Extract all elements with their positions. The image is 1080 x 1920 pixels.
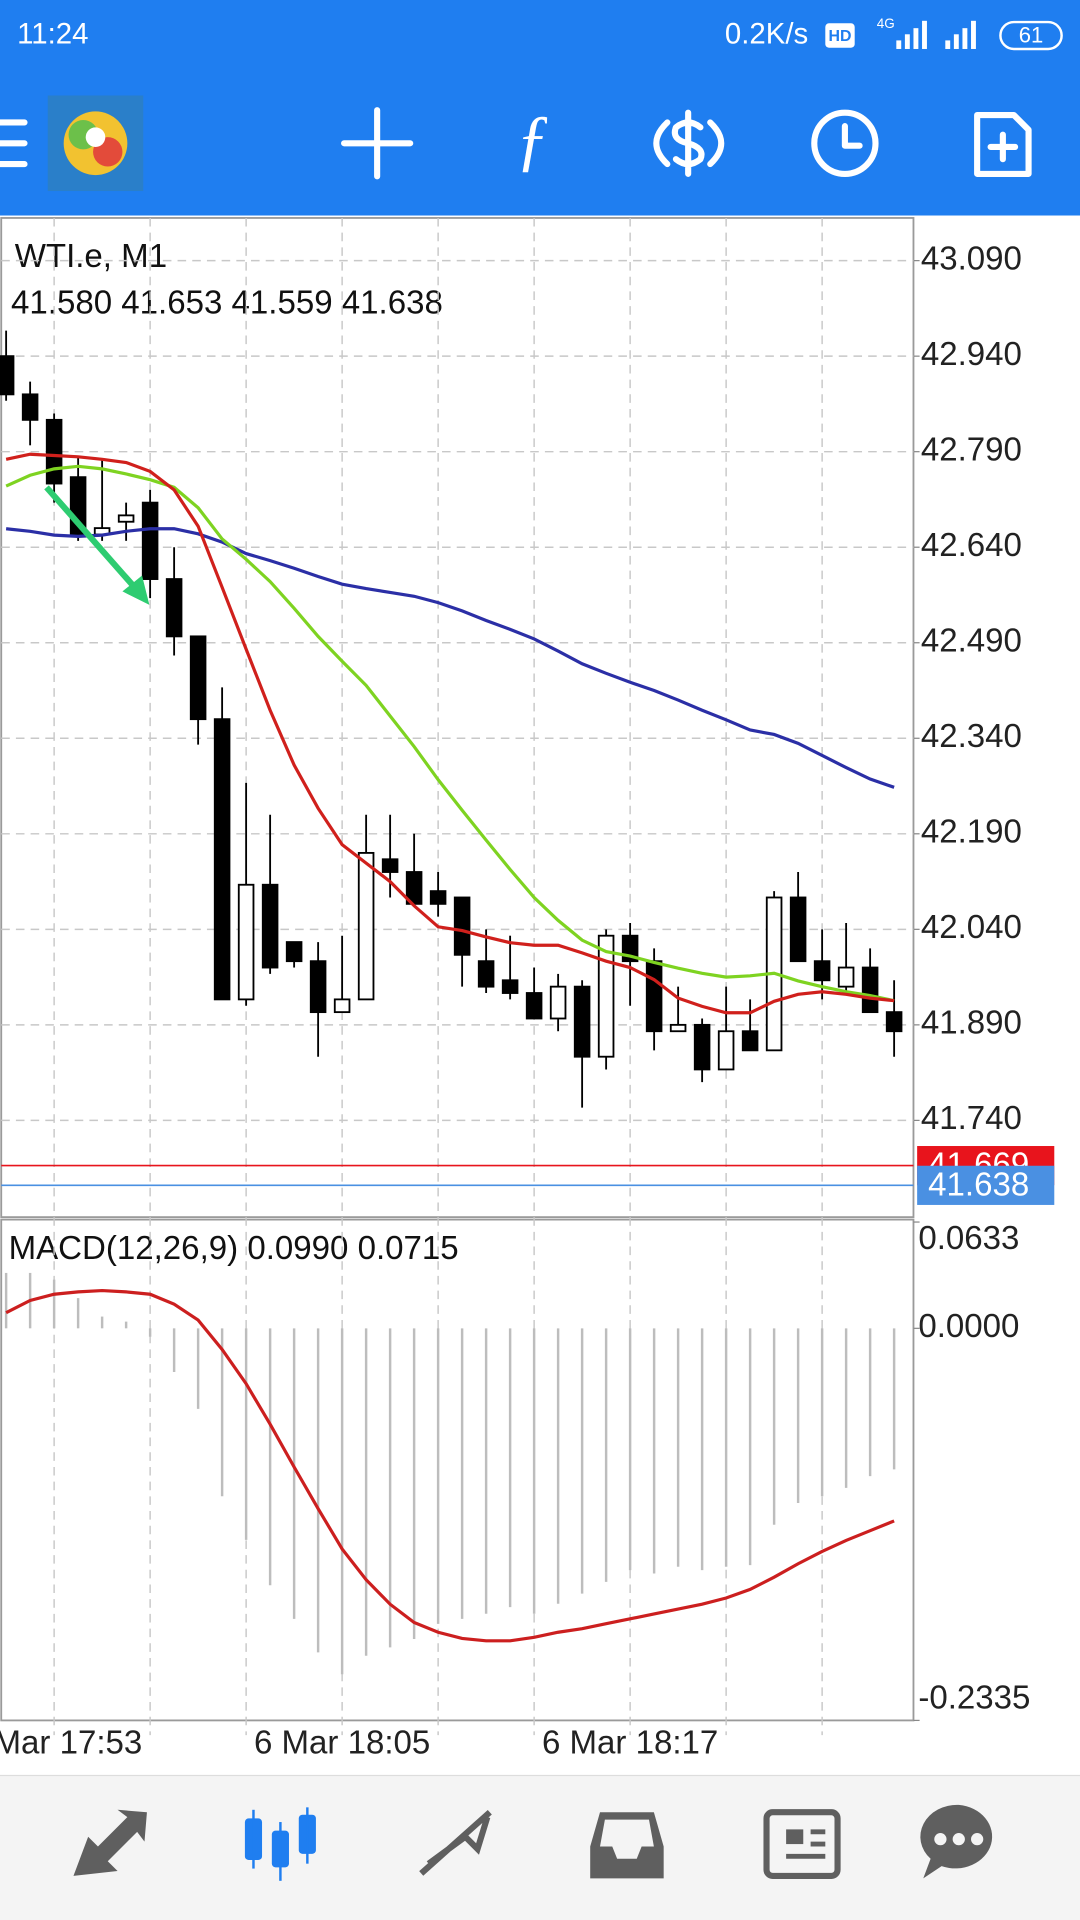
annotation-arrow [44, 485, 150, 605]
y-tick-label: 42.190 [921, 814, 1022, 851]
price-tag [917, 1165, 1055, 1205]
news-tab[interactable] [763, 1809, 841, 1879]
menu-button[interactable] [0, 119, 28, 168]
clock: 11:24 [17, 17, 88, 50]
x-tick-label: 6 Mar 17:53 [0, 1725, 142, 1762]
crosshair-button[interactable] [341, 107, 414, 180]
symbol: WTI.e, M1 [15, 238, 167, 275]
candle-body [189, 635, 207, 721]
macd-panel [0, 1218, 915, 1722]
candle-body [717, 1030, 735, 1071]
trade-button[interactable] [653, 109, 725, 177]
period-button[interactable] [811, 109, 879, 177]
quotes-tab[interactable] [73, 1809, 147, 1876]
macd-signal-line [5, 1288, 895, 1643]
candle-body [117, 514, 135, 523]
candle-body [741, 1030, 759, 1052]
candle-body [453, 896, 471, 956]
y-tick-label: 41.890 [921, 1005, 1022, 1042]
candle-body [837, 966, 855, 988]
price-tag-label: 41.638 [928, 1166, 1029, 1203]
candle-body [45, 418, 63, 485]
x-tick-label: 6 Mar 18:17 [542, 1725, 718, 1762]
candle-body [429, 890, 447, 905]
candle-body [693, 1023, 711, 1071]
chat-tab[interactable] [920, 1804, 993, 1879]
x-tick-label: 6 Mar 18:05 [254, 1725, 430, 1762]
new-order-button[interactable] [974, 112, 1032, 177]
candle-body [141, 501, 159, 580]
network-type: 4G [877, 16, 895, 31]
indicators-button[interactable]: ƒ [516, 102, 550, 178]
y-tick-label: 42.490 [921, 622, 1022, 659]
macd-y-tick-label: 0.0633 [918, 1220, 1019, 1257]
network-speed: 0.2K/s [725, 17, 808, 50]
candle-body [477, 960, 495, 988]
moving-average [5, 452, 895, 1015]
candle-body [261, 883, 279, 969]
candle-body [237, 883, 255, 1001]
candle-body [885, 1011, 903, 1033]
ohlc: 41.580 41.653 41.559 41.638 [11, 285, 443, 322]
candle-body [21, 393, 39, 421]
macd-y-tick-label: -0.2335 [918, 1679, 1030, 1716]
y-tick-label: 42.940 [921, 336, 1022, 373]
candle-body [333, 998, 351, 1014]
trade-tab[interactable] [419, 1809, 492, 1876]
candle-body [813, 960, 831, 982]
y-tick-label: 43.090 [921, 240, 1022, 277]
app-logo[interactable] [47, 95, 144, 192]
macd-y-tick-label: 0.0000 [918, 1308, 1019, 1345]
chart-tab[interactable] [244, 1807, 316, 1881]
candle-body [309, 960, 327, 1014]
candle-body [645, 960, 663, 1033]
candle-body [381, 858, 399, 873]
candle-body [0, 355, 15, 396]
candle-body [573, 985, 591, 1058]
candle-body [285, 941, 303, 963]
candle-body [165, 578, 183, 638]
candle-body [213, 718, 231, 1001]
signal-icons [896, 20, 976, 49]
hd-text: HD [829, 28, 852, 45]
candle-body [501, 979, 519, 994]
moving-average [5, 464, 895, 1003]
app-header [0, 0, 1080, 216]
candle-body [357, 851, 375, 1001]
candle-body [669, 1023, 687, 1033]
y-tick-label: 42.040 [921, 909, 1022, 946]
candle-body [597, 934, 615, 1058]
candle-body [789, 896, 807, 963]
hd-badge [825, 23, 855, 48]
y-tick-label: 41.740 [921, 1100, 1022, 1137]
svg-text:ƒ: ƒ [516, 102, 550, 178]
candle-body [525, 992, 543, 1020]
price-panel [0, 217, 915, 1219]
history-tab[interactable] [590, 1812, 664, 1879]
battery-level: 61 [1019, 23, 1044, 48]
candle-body [861, 966, 879, 1014]
moving-average [5, 527, 895, 789]
y-tick-label: 42.640 [921, 527, 1022, 564]
macd-title: MACD(12,26,9) 0.0990 0.0715 [9, 1230, 459, 1267]
candle-body [549, 985, 567, 1020]
y-tick-label: 42.790 [921, 431, 1022, 468]
bottom-nav [0, 1775, 1080, 1920]
y-tick-label: 42.340 [921, 718, 1022, 755]
battery [999, 20, 1063, 51]
